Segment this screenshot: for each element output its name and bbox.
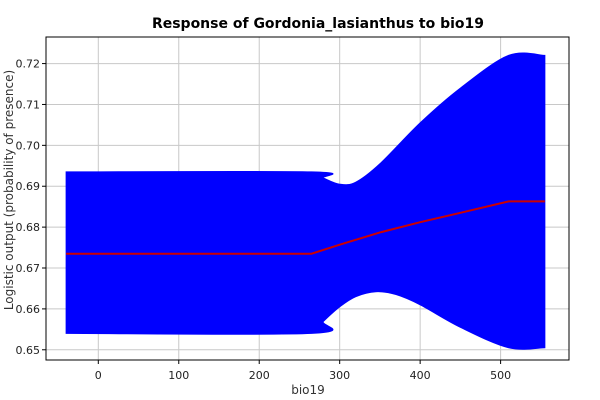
x-tick-label: 400 [410, 369, 431, 382]
x-tick-label: 100 [168, 369, 189, 382]
y-axis-ticks: 0.65 0.66 0.67 0.68 0.69 0.70 0.71 0.72 [16, 58, 46, 357]
y-tick-label: 0.70 [16, 139, 41, 152]
chart-title: Response of Gordonia_lasianthus to bio19 [152, 16, 484, 32]
y-tick-label: 0.72 [16, 58, 41, 71]
x-axis-ticks: 0 100 200 300 400 500 [95, 360, 511, 382]
y-tick-label: 0.71 [16, 98, 41, 111]
mean-response-line [66, 200, 545, 255]
y-tick-label: 0.66 [16, 303, 41, 316]
plot-frame [45, 36, 570, 361]
x-tick-label: 0 [95, 369, 102, 382]
x-tick-label: 200 [249, 369, 270, 382]
y-tick-label: 0.68 [16, 221, 41, 234]
y-tick-label: 0.67 [16, 262, 41, 275]
x-axis-label: bio19 [291, 383, 325, 397]
x-tick-label: 300 [329, 369, 350, 382]
confidence-band [65, 52, 546, 350]
y-tick-label: 0.69 [16, 180, 41, 193]
x-tick-label: 500 [490, 369, 511, 382]
y-tick-label: 0.65 [16, 344, 41, 357]
y-axis-label: Logistic output (probability of presence… [2, 70, 16, 310]
